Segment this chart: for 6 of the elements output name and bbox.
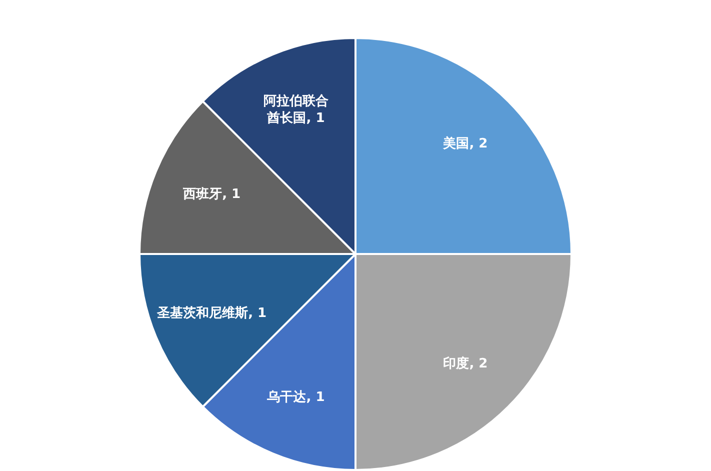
slice-label: 圣基茨和尼维斯, 1 xyxy=(156,304,267,321)
slice-label: 西班牙, 1 xyxy=(182,186,241,202)
slice-label: 印度, 2 xyxy=(443,355,488,372)
slice-label: 乌干达, 1 xyxy=(266,390,325,406)
slice-label: 美国, 2 xyxy=(442,135,488,152)
slice-label: 阿拉伯联合酋长国, 1 xyxy=(263,93,328,126)
